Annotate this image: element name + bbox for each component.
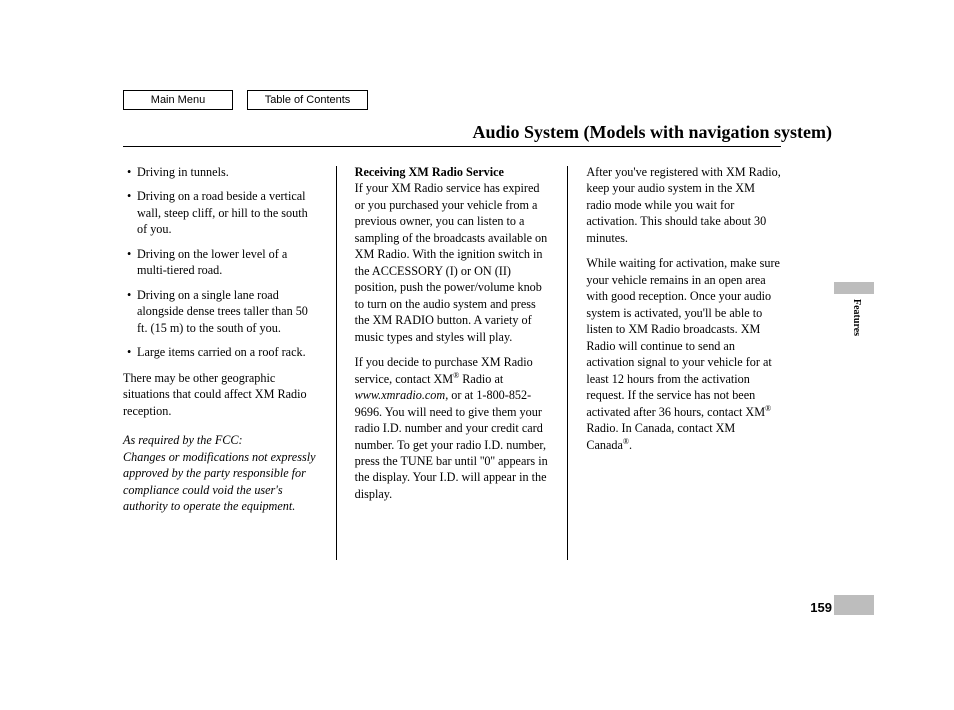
main-menu-button[interactable]: Main Menu	[123, 90, 233, 110]
column-divider	[336, 166, 337, 560]
paragraph: There may be other geographic situations…	[123, 370, 318, 419]
fcc-body: Changes or modifications not expressly a…	[123, 450, 316, 513]
side-tab-label: Features	[851, 299, 862, 336]
paragraph: While waiting for activation, make sure …	[586, 255, 781, 453]
page-edge-marker	[834, 595, 874, 615]
text: , or at 1-800-852-9696. You will need to…	[355, 388, 548, 501]
bullet-list: Driving in tunnels. Driving on a road be…	[123, 164, 318, 361]
column-2: Receiving XM Radio Service If your XM Ra…	[355, 164, 550, 556]
page-title: Audio System (Models with navigation sys…	[472, 122, 832, 143]
section-heading-paragraph: Receiving XM Radio Service If your XM Ra…	[355, 164, 550, 345]
registered-mark-icon: ®	[765, 404, 771, 413]
list-item: Large items carried on a roof rack.	[127, 344, 318, 360]
content-columns: Driving in tunnels. Driving on a road be…	[123, 164, 781, 556]
paragraph: If you decide to purchase XM Radio servi…	[355, 354, 550, 502]
column-divider	[567, 166, 568, 560]
title-rule	[123, 146, 781, 147]
fcc-notice: As required by the FCC: Changes or modif…	[123, 432, 318, 514]
side-tab-marker	[834, 282, 874, 294]
manual-page: Main Menu Table of Contents Audio System…	[0, 0, 954, 710]
list-item: Driving on a single lane road alongside …	[127, 287, 318, 336]
section-heading: Receiving XM Radio Service	[355, 165, 504, 179]
url-text: www.xmradio.com	[355, 388, 446, 402]
paragraph: After you've registered with XM Radio, k…	[586, 164, 781, 246]
text: Radio at	[459, 372, 503, 386]
list-item: Driving on a road beside a vertical wall…	[127, 188, 318, 237]
column-1: Driving in tunnels. Driving on a road be…	[123, 164, 318, 556]
list-item: Driving in tunnels.	[127, 164, 318, 180]
text: While waiting for activation, make sure …	[586, 256, 780, 418]
text: Radio. In Canada, contact XM Canada	[586, 421, 735, 451]
column-3: After you've registered with XM Radio, k…	[586, 164, 781, 556]
nav-buttons: Main Menu Table of Contents	[123, 90, 368, 110]
list-item: Driving on the lower level of a multi-ti…	[127, 246, 318, 279]
text: If you decide to purchase XM Radio servi…	[355, 355, 533, 385]
paragraph: If your XM Radio service has expired or …	[355, 181, 548, 343]
fcc-heading: As required by the FCC:	[123, 433, 243, 447]
table-of-contents-button[interactable]: Table of Contents	[247, 90, 368, 110]
text: .	[629, 438, 632, 452]
page-number: 159	[810, 600, 832, 615]
